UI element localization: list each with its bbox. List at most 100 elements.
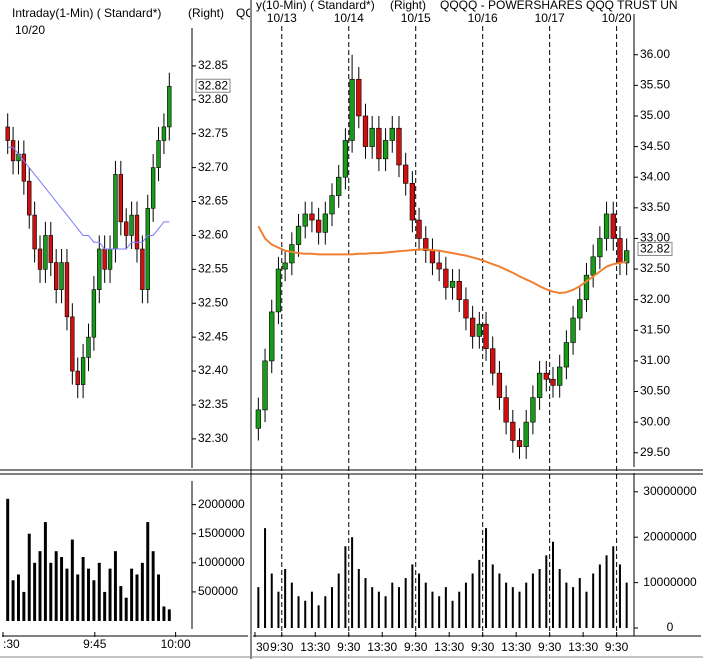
candle-body	[80, 357, 86, 385]
last-price-label: 32.82	[198, 78, 228, 92]
candle-body	[107, 248, 113, 270]
volume-bar	[337, 573, 340, 628]
volume-bar	[277, 591, 280, 628]
volume-bar	[592, 573, 595, 628]
candle-body	[456, 281, 462, 300]
candle-body	[429, 250, 436, 264]
last-price-box	[637, 241, 673, 256]
candle-body	[129, 214, 134, 236]
candle-body	[403, 164, 409, 184]
volume-bar	[146, 522, 150, 621]
candle-body	[409, 183, 416, 221]
candle-body	[32, 214, 37, 250]
candle-body	[349, 78, 355, 141]
candle-body	[70, 316, 75, 372]
candle-body	[583, 274, 590, 300]
candle-body	[48, 235, 53, 263]
volume-bar	[505, 582, 508, 628]
volume-bar	[324, 596, 327, 628]
volume-bar	[525, 582, 528, 628]
x-tick-label: 13:30	[367, 640, 397, 654]
volume-bar	[270, 573, 273, 628]
volume-bar	[598, 564, 601, 628]
volume-bar	[167, 609, 171, 621]
candle-body	[64, 262, 70, 318]
volume-bar	[135, 574, 139, 621]
candle-body	[536, 372, 543, 398]
date-label: 10/17	[535, 11, 565, 25]
candle-body	[156, 140, 161, 168]
candle-body	[563, 342, 570, 368]
date-label: 10/14	[334, 11, 364, 25]
volume-bar	[384, 596, 387, 628]
candle-body	[523, 421, 529, 447]
volume-bar	[119, 586, 123, 621]
candle-body	[550, 378, 556, 386]
volume-tick-label: 2000000	[198, 497, 245, 511]
candle-body	[275, 268, 282, 313]
volume-bar	[16, 574, 20, 621]
volume-bar	[612, 546, 615, 628]
candle-body	[496, 372, 503, 398]
candle-body	[423, 238, 429, 251]
candle-body	[329, 195, 335, 215]
x-tick-label: 9:30	[337, 640, 361, 654]
volume-bar	[498, 573, 501, 628]
volume-bar	[485, 528, 488, 628]
volume-bar	[364, 578, 367, 628]
volume-bar	[162, 606, 166, 621]
candle-body	[53, 262, 59, 290]
volume-tick-label: 1500000	[198, 526, 245, 540]
candle-body	[161, 126, 167, 141]
volume-bar	[351, 537, 354, 628]
volume-bar	[411, 564, 414, 628]
x-tick-label: 9:30	[538, 640, 562, 654]
date-label: 10/20	[602, 11, 632, 25]
candle-body	[167, 85, 172, 128]
volume-bar	[108, 568, 112, 621]
y-tick-label: 31.00	[640, 353, 670, 367]
volume-bar	[92, 580, 96, 621]
candle-body	[382, 140, 389, 160]
x-tick-label: 13:30	[501, 640, 531, 654]
candle-body	[597, 238, 603, 258]
volume-tick-label: 500000	[198, 584, 238, 598]
candle-body	[436, 262, 442, 270]
candle-body	[315, 219, 322, 233]
candle-body	[37, 248, 43, 270]
volume-bar	[140, 562, 144, 621]
volume-bar	[284, 568, 287, 628]
x-tick-label: 10:00	[161, 637, 191, 651]
volume-bar	[60, 557, 64, 621]
volume-tick-label: 20000000	[643, 529, 697, 543]
candle-body	[140, 248, 145, 290]
moving-average	[257, 225, 627, 294]
candle-body	[86, 336, 91, 358]
volume-bar	[357, 568, 360, 628]
volume-bar	[11, 580, 15, 621]
candle-body	[557, 366, 563, 386]
candle-body	[145, 208, 150, 290]
volume-bar	[531, 573, 534, 628]
volume-bar	[264, 528, 267, 628]
volume-bar	[377, 591, 380, 628]
volume-bar	[27, 533, 31, 621]
y-tick-label: 35.50	[640, 78, 670, 92]
last-price-box	[195, 78, 231, 93]
y-tick-label: 32.35	[198, 397, 228, 411]
candle-body	[396, 127, 402, 166]
y-tick-label: 32.50	[198, 295, 228, 309]
x-tick-label: 9:30	[270, 640, 294, 654]
y-tick-label: 32.85	[198, 58, 228, 72]
candle-body	[75, 370, 80, 385]
x-tick-label: :30	[3, 637, 20, 651]
volume-bar	[43, 522, 47, 621]
y-tick-label: 33.50	[640, 200, 670, 214]
x-tick-label: 9:30	[404, 640, 428, 654]
date-label: 10/13	[267, 11, 297, 25]
volume-bar	[518, 591, 521, 628]
candle-body	[124, 221, 129, 236]
volume-bar	[304, 600, 307, 628]
volume-tick-label: 30000000	[643, 484, 697, 498]
volume-bar	[404, 578, 407, 628]
